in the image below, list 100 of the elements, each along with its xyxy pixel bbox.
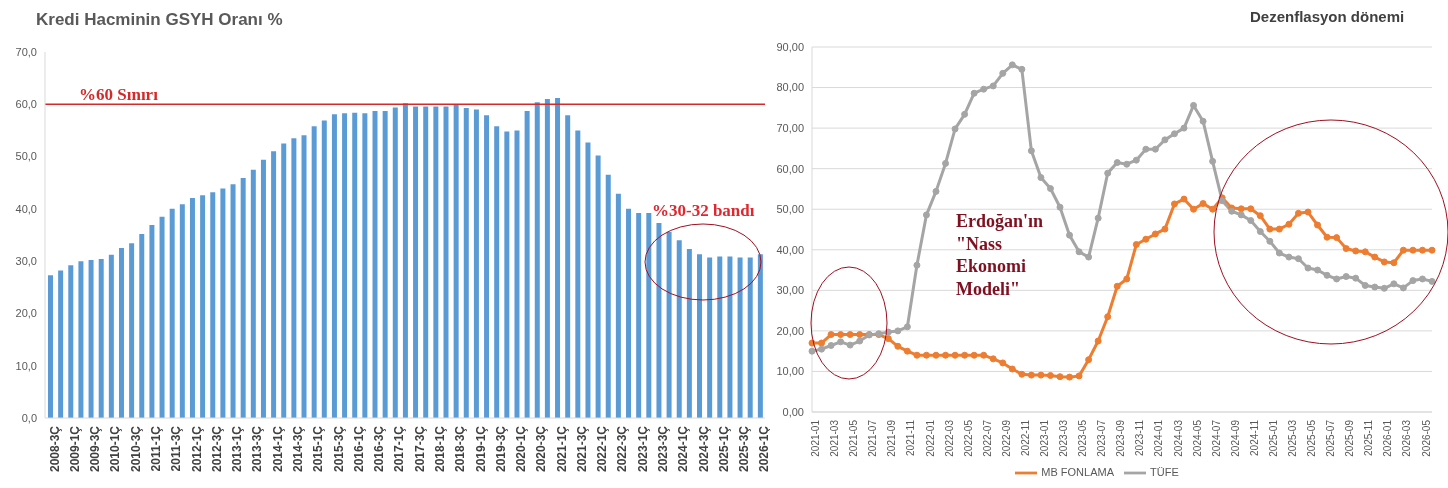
x-tick-label: 2017-3Ç [412, 425, 427, 473]
x-tick-label: 2021-05 [848, 419, 860, 457]
bar [666, 231, 672, 418]
y-tick-label: 50,00 [776, 203, 804, 216]
y-tick-label: 60,0 [15, 98, 37, 111]
x-tick-label: 2023-1Ç [635, 425, 650, 473]
x-tick-label: 2024-03 [1172, 419, 1184, 457]
bar [514, 130, 520, 418]
bar [291, 138, 297, 418]
x-tick-label: 2022-03 [943, 419, 955, 457]
bar [615, 193, 621, 418]
bar [453, 104, 459, 418]
chart-title: Dezenflasyon dönemi [1250, 8, 1405, 25]
x-tick-label: 2024-1Ç [676, 425, 691, 473]
x-tick-label: 2023-07 [1096, 419, 1108, 457]
bar [382, 111, 388, 418]
bar [595, 155, 601, 418]
bar [169, 208, 175, 418]
x-tick-label: 2012-3Ç [209, 425, 224, 473]
bar [656, 222, 662, 418]
bar [88, 260, 94, 418]
x-tick-label: 2021-1Ç [554, 425, 569, 473]
x-tick-label: 2022-07 [981, 419, 993, 457]
bar [747, 257, 753, 418]
x-tick-label: 2022-05 [962, 419, 974, 457]
x-tick-label: 2021-3Ç [574, 425, 589, 473]
y-tick-label: 20,0 [15, 307, 37, 320]
y-tick-label: 20,00 [776, 324, 804, 337]
bar [565, 115, 571, 418]
x-tick-label: 2011-1Ç [149, 425, 163, 472]
x-tick-label: 2009-1Ç [67, 425, 82, 473]
bar [108, 254, 114, 418]
bar [311, 126, 317, 418]
x-tick-label: 2022-3Ç [615, 425, 630, 473]
bar [413, 106, 419, 418]
bar [717, 256, 723, 418]
x-tick-label: 2025-01 [1267, 419, 1279, 457]
bar [707, 257, 713, 418]
x-tick-label: 2020-1Ç [514, 425, 529, 473]
x-tick-label: 2015-3Ç [331, 425, 346, 473]
bar [159, 216, 165, 418]
bar [58, 270, 64, 418]
bar [220, 188, 226, 418]
x-tick-label: 2025-11 [1363, 419, 1375, 456]
x-tick-label: 2016-1Ç [351, 425, 366, 473]
y-tick-label: 80,00 [776, 81, 804, 94]
bar [626, 208, 632, 418]
bar [433, 106, 439, 418]
chart-title: Kredi Hacminin GSYH Oranı % [36, 10, 283, 30]
bar [260, 159, 266, 418]
bar [494, 126, 500, 418]
y-tick-label: 50,0 [15, 150, 37, 163]
bar [362, 113, 368, 418]
x-tick-label: 2024-3Ç [696, 425, 711, 473]
y-tick-label: 10,00 [776, 365, 804, 378]
x-tick-label: 2024-05 [1191, 419, 1203, 457]
y-tick-label: 70,00 [776, 122, 804, 135]
x-tick-label: 2024-01 [1153, 419, 1165, 457]
x-tick-label: 2013-1Ç [230, 425, 245, 473]
x-tick-label: 2025-03 [1287, 419, 1299, 457]
bar [463, 107, 469, 418]
bar [271, 151, 277, 418]
bar [149, 225, 155, 418]
bar [676, 240, 682, 418]
x-tick-label: 2023-03 [1058, 419, 1070, 457]
y-tick-label: 0,0 [21, 411, 37, 424]
bar [636, 213, 642, 418]
x-tick-label: 2026-1Ç [757, 425, 772, 473]
x-tick-label: 2023-05 [1077, 419, 1089, 457]
bar [301, 135, 307, 418]
bar [423, 106, 429, 418]
legend-label: MB FONLAMA [1041, 465, 1114, 478]
y-tick-label: 0,00 [782, 405, 804, 418]
bar [484, 115, 490, 418]
x-tick-label: 2024-07 [1210, 419, 1222, 457]
x-tick-label: 2026-03 [1401, 419, 1413, 457]
bar [352, 112, 358, 418]
bar [473, 109, 479, 418]
y-tick-label: 60,00 [776, 162, 804, 175]
bar [68, 265, 74, 418]
x-tick-label: 2014-1Ç [270, 425, 285, 473]
bar [118, 248, 124, 418]
x-tick-label: 2016-3Ç [372, 425, 387, 473]
y-tick-label: 40,0 [15, 202, 37, 215]
bar [686, 249, 692, 418]
x-tick-label: 2017-1Ç [392, 425, 407, 473]
bar [534, 102, 540, 418]
bar [392, 107, 398, 418]
x-tick-label: 2022-1Ç [595, 425, 610, 473]
x-tick-label: 2012-1Ç [189, 425, 204, 473]
x-tick-label: 2021-07 [867, 419, 879, 457]
bar [240, 178, 246, 418]
x-tick-label: 2008-3Ç [47, 425, 62, 473]
x-tick-label: 2014-3Ç [290, 425, 305, 473]
x-tick-label: 2025-1Ç [716, 425, 731, 473]
x-tick-label: 2019-1Ç [473, 425, 488, 473]
bar [78, 261, 84, 418]
legend-label: TÜFE [1150, 465, 1179, 478]
x-tick-label: 2023-11 [1134, 419, 1146, 456]
x-tick-label: 2026-05 [1420, 419, 1432, 457]
